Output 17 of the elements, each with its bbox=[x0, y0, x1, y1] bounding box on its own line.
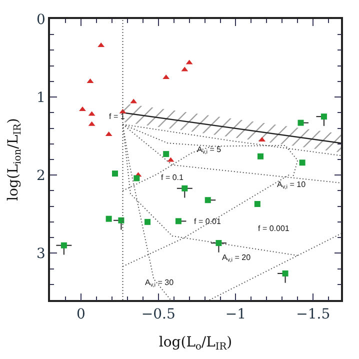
annotation: A$_{v,i}$ = 10 bbox=[277, 180, 306, 191]
annotation: f = 1 bbox=[109, 112, 126, 121]
annotation: f = 0.001 bbox=[258, 224, 290, 233]
y-tick-label: 0 bbox=[36, 12, 46, 28]
x-axis-title: log(L$_{o}$/L$_{IR}$) bbox=[158, 334, 232, 352]
y-tick-label: 1 bbox=[36, 90, 46, 106]
annotation: A$_{v,i}$ = 5 bbox=[197, 145, 222, 156]
y-tick-label: 2 bbox=[36, 168, 46, 184]
annotation: A$_{v,i}$ = 20 bbox=[222, 253, 252, 264]
annotation: A$_{v,i}$ = 30 bbox=[145, 278, 174, 289]
annotation: f = 0.01 bbox=[194, 217, 222, 226]
y-tick-label: 3 bbox=[36, 246, 46, 262]
x-tick-label: −0.5 bbox=[141, 306, 176, 323]
x-tick-label: −1.5 bbox=[296, 306, 330, 323]
x-tick-label: 0 bbox=[76, 306, 86, 323]
x-tick-label: −1 bbox=[225, 306, 246, 323]
annotation: f = 0.1 bbox=[161, 173, 184, 182]
